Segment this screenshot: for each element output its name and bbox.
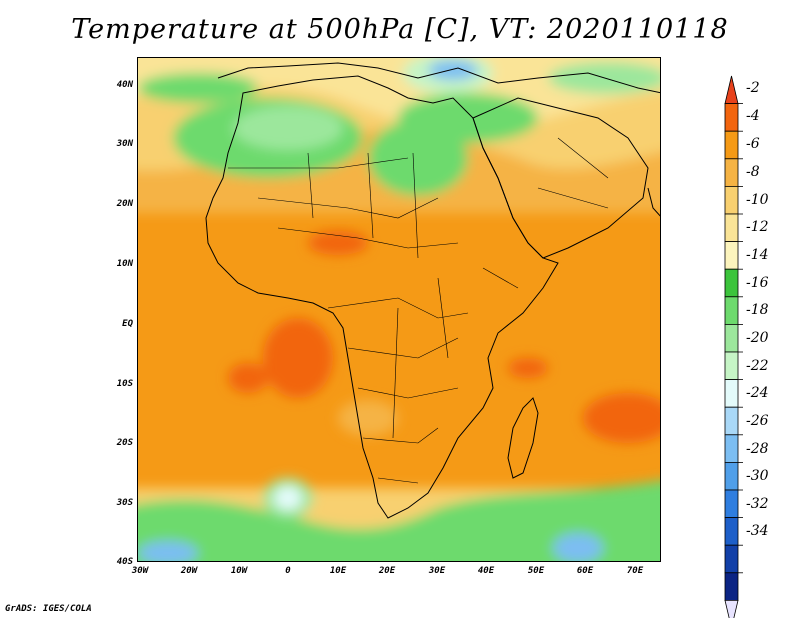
- colorbar-segment: [724, 213, 739, 243]
- lon-label: 70E: [626, 566, 644, 576]
- colorbar-segment: [724, 461, 739, 491]
- colorbar-segment: [724, 268, 739, 298]
- colorbar-label: -34: [746, 523, 769, 539]
- colorbar-label: -28: [746, 441, 769, 457]
- colorbar-label: -12: [746, 219, 769, 235]
- lon-label: 0: [285, 566, 291, 576]
- colorbar-segment: [724, 434, 739, 463]
- footer-credit: GrADS: IGES/COLA: [5, 604, 92, 614]
- colorbar-segment: [724, 351, 739, 381]
- country-borders: [228, 137, 609, 484]
- colorbar-label: -6: [746, 136, 760, 152]
- colorbar-end-high: [724, 75, 739, 104]
- colorbar-segment: [724, 406, 739, 436]
- colorbar-label: -22: [746, 358, 769, 374]
- colorbar-label: -26: [746, 413, 769, 429]
- colorbar-label: -32: [746, 496, 769, 512]
- colorbar-label: -14: [746, 247, 769, 263]
- lon-label: 50E: [527, 566, 545, 576]
- colorbar-segment: [724, 241, 739, 270]
- colorbar-label: -4: [746, 108, 760, 124]
- colorbar-segment: [724, 517, 739, 546]
- colorbar-segment: [724, 544, 739, 574]
- lat-label: 10N: [116, 259, 133, 269]
- coastlines: [205, 62, 660, 519]
- colorbar-label: -16: [746, 275, 769, 291]
- colorbar-segment: [724, 323, 739, 353]
- colorbar-segment: [724, 185, 739, 215]
- colorbar-label: -24: [746, 385, 769, 401]
- lon-label: 20W: [180, 566, 198, 576]
- lat-label: 10S: [116, 379, 133, 389]
- colorbar-label: -20: [746, 330, 769, 346]
- lon-label: 20E: [378, 566, 396, 576]
- lat-label: 30S: [116, 498, 133, 508]
- colorbar-label: -8: [746, 164, 760, 180]
- colorbar-segment: [724, 572, 739, 601]
- lon-label: 30E: [428, 566, 446, 576]
- lon-label: 40E: [477, 566, 495, 576]
- lon-label: 10W: [230, 566, 248, 576]
- colorbar-label: -2: [746, 80, 760, 96]
- colorbar-segment: [724, 103, 739, 132]
- lat-label: 40N: [116, 80, 133, 90]
- lon-label: 10E: [329, 566, 347, 576]
- colorbar-label: -10: [746, 192, 769, 208]
- map-panel: [137, 57, 661, 562]
- lon-label: 60E: [576, 566, 594, 576]
- colorbar-segment: [724, 489, 739, 519]
- lat-label: 20N: [116, 199, 133, 209]
- colorbar-label: -30: [746, 468, 769, 484]
- lat-label: EQ: [122, 319, 133, 329]
- lat-label: 20S: [116, 438, 133, 448]
- colorbar-segment: [724, 158, 739, 187]
- map-title: Temperature at 500hPa [C], VT: 202011011…: [71, 14, 729, 45]
- colorbar-segment: [724, 130, 739, 160]
- lat-label: 40S: [116, 557, 133, 567]
- lat-label: 30N: [116, 139, 133, 149]
- lon-label: 30W: [131, 566, 149, 576]
- colorbar-segment: [724, 379, 739, 408]
- temperature-field: [138, 58, 660, 561]
- colorbar-segment: [724, 296, 739, 325]
- colorbar-end-low: [724, 600, 739, 618]
- colorbar-label: -18: [746, 302, 769, 318]
